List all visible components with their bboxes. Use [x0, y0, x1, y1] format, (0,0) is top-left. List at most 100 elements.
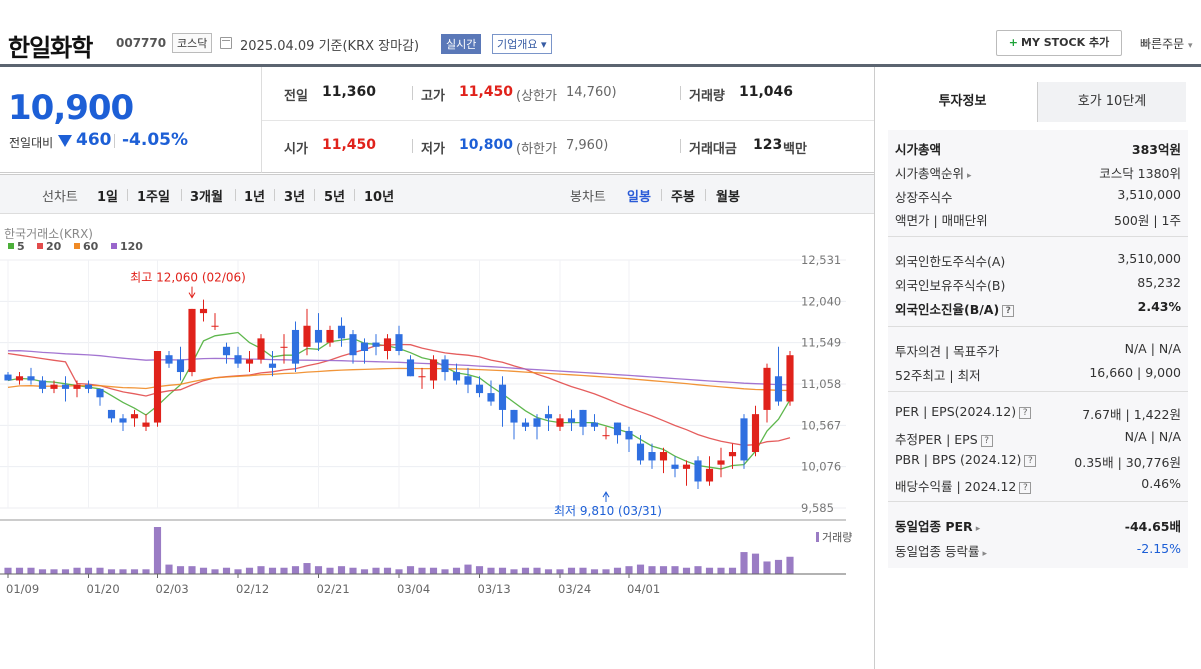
candle-body	[429, 359, 438, 381]
info-row[interactable]: 시가총액순위 ▸ 코스닥 1380위	[895, 163, 1181, 182]
add-mystock-button[interactable]: + MY STOCK 추가	[996, 30, 1122, 56]
volume-bar	[533, 567, 541, 574]
info-key-text: 상장주식수	[895, 190, 953, 205]
info-key-text: 투자의견 | 목표주가	[895, 344, 1000, 359]
candle-body	[556, 418, 564, 427]
volume-bar	[636, 564, 645, 574]
tab-invest-info[interactable]: 투자정보	[888, 82, 1038, 122]
y-tick-label: 9,585	[801, 501, 834, 515]
tab-quotes-10[interactable]: 호가 10단계	[1038, 82, 1186, 122]
company-info-dropdown[interactable]: 기업개요 ▾	[492, 34, 552, 54]
candle-body	[441, 359, 449, 373]
help-icon[interactable]: ?	[1019, 481, 1032, 494]
volume-label: 거래량	[689, 89, 725, 104]
volume-bar	[96, 567, 104, 574]
info-key: 외국인한도주식수(A)	[895, 251, 1005, 270]
volume-bar	[682, 567, 691, 574]
info-row: 상장주식수 3,510,000	[895, 187, 1181, 206]
candle-monthly[interactable]: 월봉	[716, 190, 740, 205]
high-value: 11,450	[459, 84, 514, 100]
period-3y[interactable]: 3년	[284, 190, 306, 205]
volume-legend: 거래량	[822, 531, 852, 544]
candle-body	[50, 384, 58, 389]
candle-weekly[interactable]: 주봉	[671, 190, 695, 205]
info-value: 500원 | 1주	[1114, 213, 1181, 228]
x-tick-label: 02/12	[236, 582, 269, 595]
chevron-down-icon: ▾	[540, 38, 547, 51]
volume-bar	[176, 566, 185, 574]
high-arrow-icon	[188, 292, 196, 299]
candle-body	[337, 325, 346, 339]
period-1w[interactable]: 1주일	[137, 190, 170, 205]
volume-bar	[648, 566, 656, 574]
volume-bar	[280, 567, 288, 574]
volume-bar	[84, 567, 93, 574]
candle-body	[360, 342, 369, 352]
candle-body	[694, 460, 702, 482]
quick-order-label: 빠른주문	[1140, 37, 1185, 51]
volume-bar	[372, 567, 380, 574]
volume-bar	[50, 569, 58, 574]
period-3m[interactable]: 3개월	[190, 190, 223, 205]
candle-body	[372, 342, 380, 347]
info-value: -44.65배	[1124, 519, 1181, 534]
price-chart[interactable]: 한국거래소(KRX) 5 20 60 120 12,531 12,040 11,549 11…	[0, 215, 874, 595]
period-1y[interactable]: 1년	[244, 190, 266, 205]
amount-unit: 백만	[783, 142, 807, 157]
candle-body	[567, 418, 576, 423]
candle-body	[590, 422, 599, 427]
info-value: 7.67배 | 1,422원	[1082, 407, 1181, 422]
help-icon[interactable]: ?	[1019, 406, 1032, 419]
candle-body	[406, 359, 415, 377]
x-tick-label: 03/04	[397, 582, 430, 595]
ma-legend: 5 20 60 120	[8, 240, 143, 253]
add-mystock-label: MY STOCK 추가	[1021, 36, 1110, 49]
header-divider	[0, 64, 1201, 67]
volume-bar	[222, 567, 231, 574]
volume-bar	[211, 569, 219, 574]
info-row[interactable]: 동일업종 PER ▸ -44.65배	[895, 516, 1181, 535]
candle-body	[165, 355, 173, 364]
volume-bar	[567, 567, 576, 574]
low-value: 10,800	[459, 137, 514, 153]
candle-body	[130, 414, 139, 419]
info-key: 액면가 | 매매단위	[895, 210, 988, 229]
period-10y[interactable]: 10년	[364, 190, 395, 205]
candle-body	[728, 452, 737, 457]
info-row: 외국인한도주식수(A) 3,510,000	[895, 251, 1181, 270]
divider	[262, 120, 874, 121]
divider	[888, 501, 1188, 502]
low-label: 저가	[421, 142, 445, 157]
help-icon[interactable]: ?	[1002, 304, 1015, 317]
help-icon[interactable]: ?	[1024, 454, 1037, 467]
info-row[interactable]: 동일업종 등락률 ▸ -2.15%	[895, 541, 1181, 560]
volume-bar	[199, 567, 208, 574]
candle-body	[418, 376, 426, 378]
candle-body	[498, 384, 507, 410]
candle-body	[636, 443, 645, 461]
volume-bar	[291, 566, 300, 574]
high-label: 고가	[421, 89, 445, 104]
volume-bar	[475, 566, 484, 574]
calendar-icon	[220, 37, 232, 49]
help-icon[interactable]: ?	[980, 434, 993, 447]
candle-body	[107, 409, 116, 419]
x-tick-label: 04/01	[627, 582, 660, 595]
chevron-right-icon: ▸	[975, 524, 981, 534]
candle-body	[613, 422, 622, 436]
candle-body	[671, 464, 679, 469]
info-key-text: 액면가 | 매매단위	[895, 213, 988, 228]
divider	[181, 189, 182, 201]
period-5y[interactable]: 5년	[324, 190, 346, 205]
candle-body	[717, 460, 725, 465]
period-1d[interactable]: 1일	[97, 190, 119, 205]
line-chart-label: 선차트	[42, 190, 78, 205]
info-row: 액면가 | 매매단위 500원 | 1주	[895, 210, 1181, 229]
current-price: 10,900	[8, 88, 134, 128]
chart-grid	[0, 259, 846, 509]
divider	[114, 134, 115, 148]
quick-order-button[interactable]: 빠른주문 ▾	[1140, 35, 1193, 52]
ma-legend-swatch	[8, 243, 14, 249]
candle-daily[interactable]: 일봉	[627, 190, 651, 205]
realtime-badge[interactable]: 실시간	[441, 34, 482, 54]
